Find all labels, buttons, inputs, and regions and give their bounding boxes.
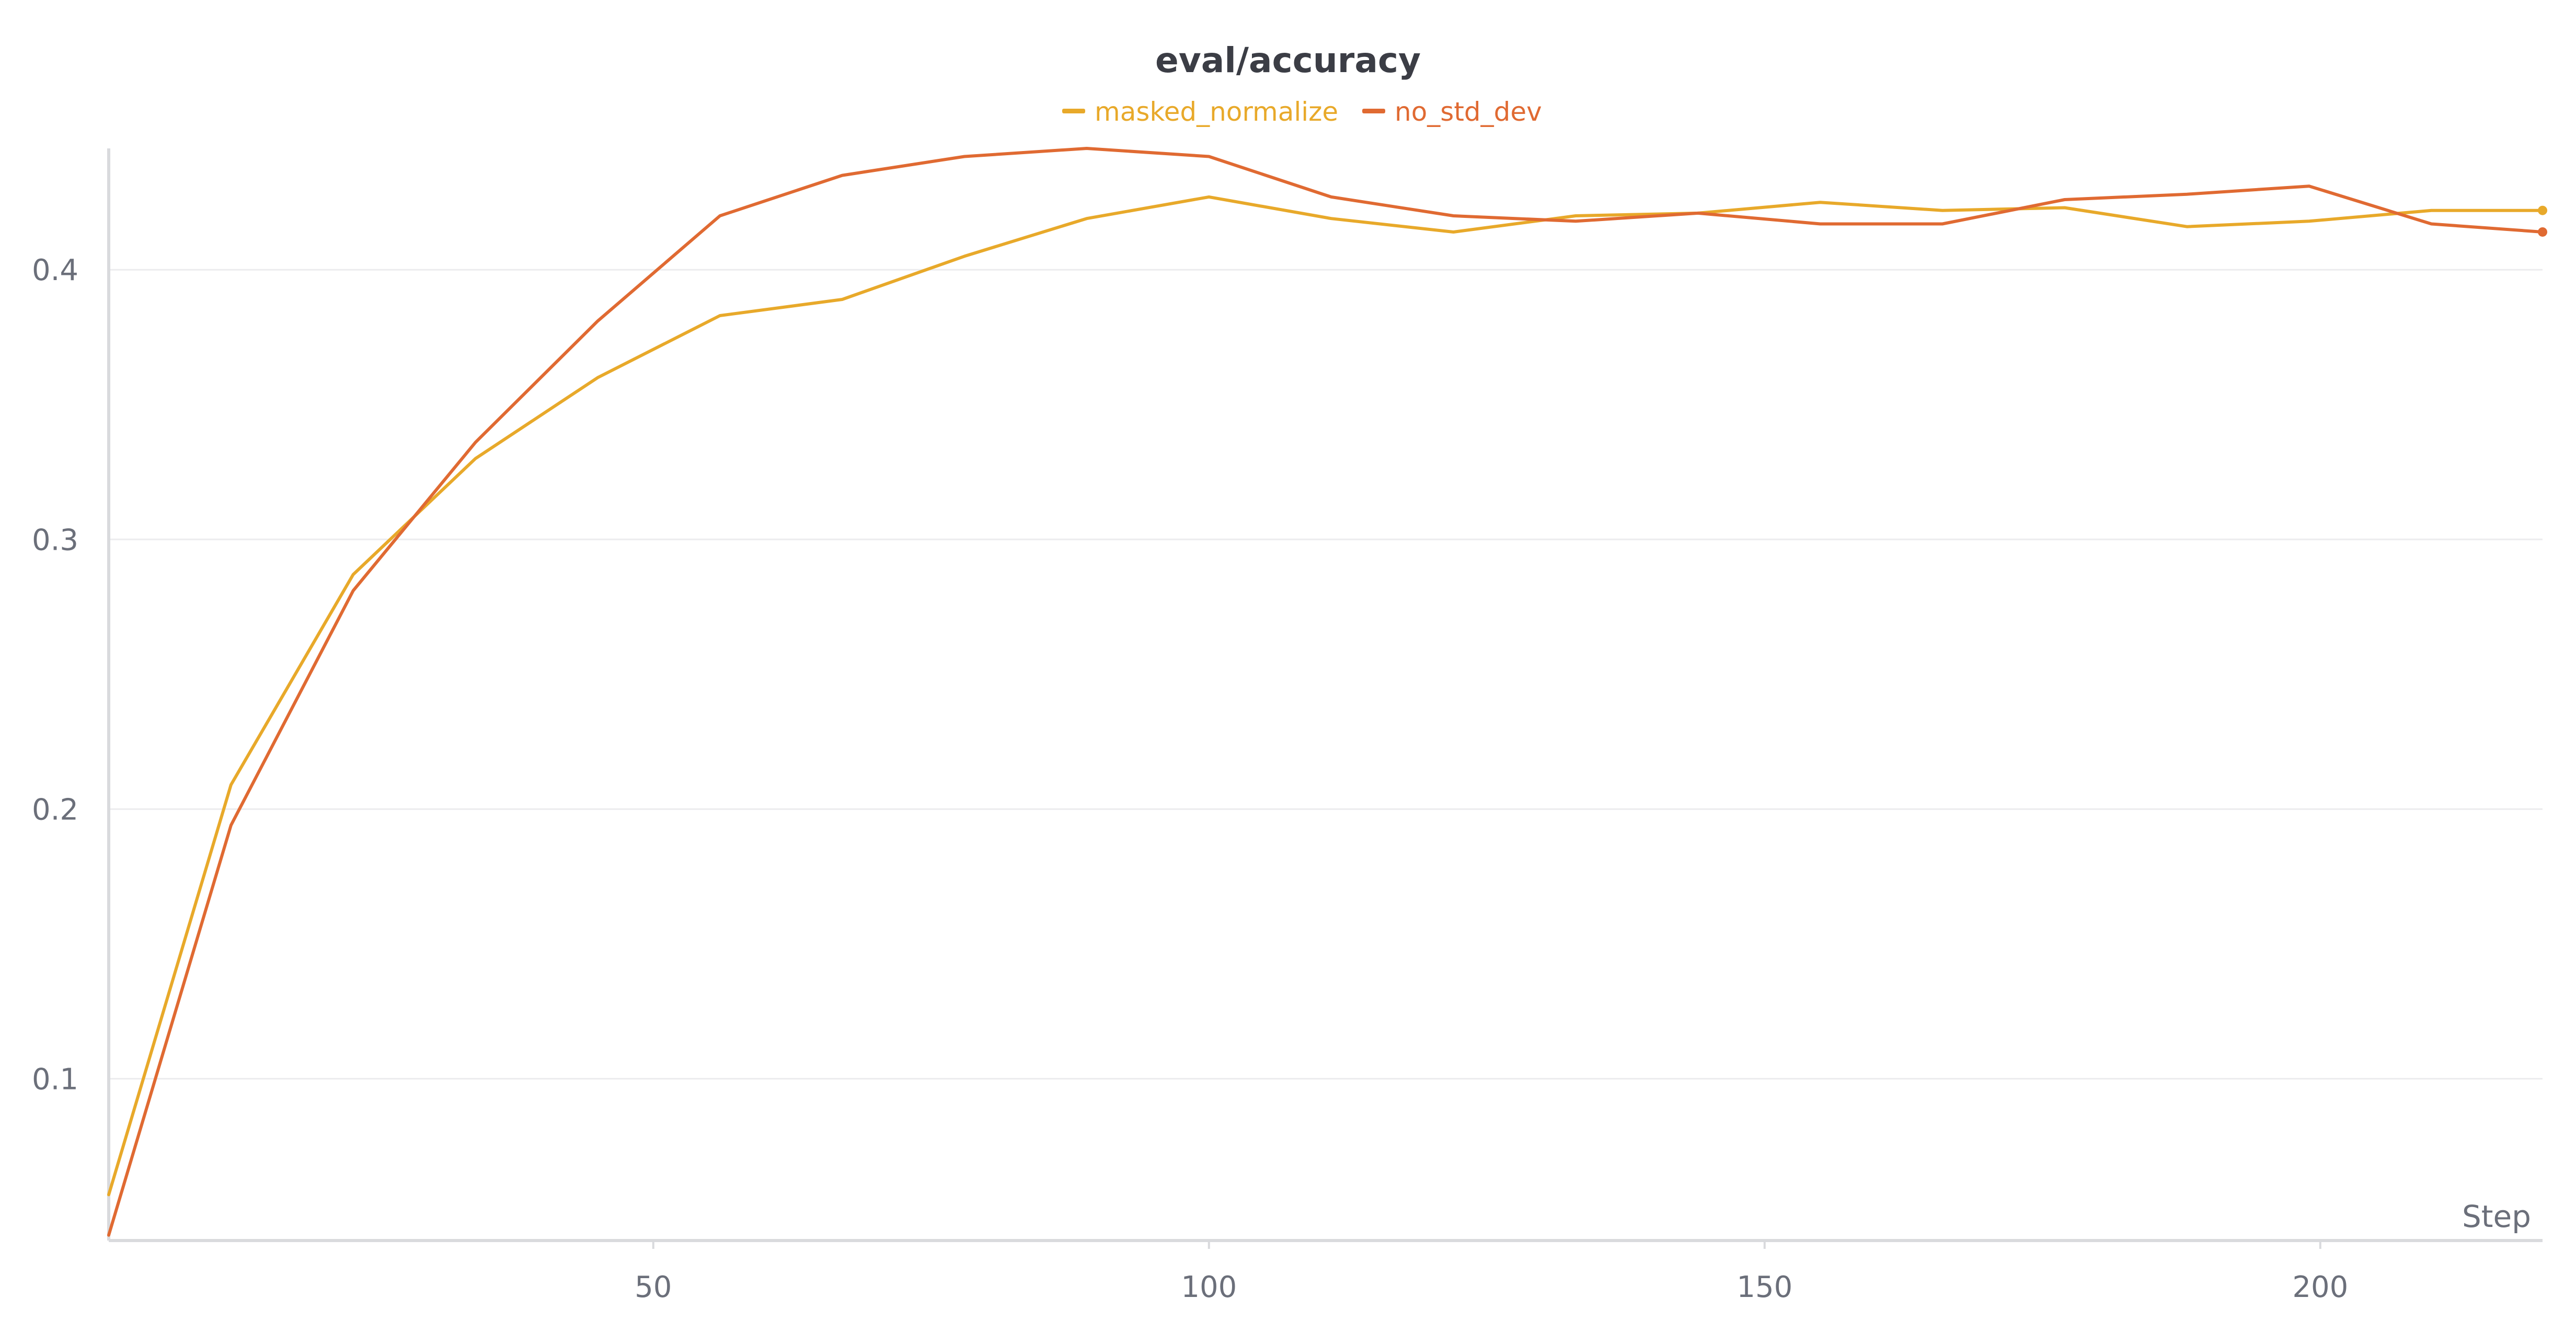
y-axis-ticks: 0.1 0.2 0.3 0.4 <box>32 253 78 1096</box>
data-point-masked-normalize <box>231 784 232 785</box>
data-point-no-std-dev <box>353 590 354 591</box>
data-point-no-std-dev <box>1575 221 1576 222</box>
legend: masked_normalize no_std_dev <box>1062 97 1542 127</box>
data-point-no-std-dev <box>1942 223 1943 224</box>
data-point-masked-normalize <box>719 315 720 316</box>
data-point-masked-normalize <box>1331 218 1332 219</box>
x-axis-ticks: 50 100 150 200 <box>635 1241 2348 1304</box>
data-point-no-std-dev <box>964 156 965 157</box>
data-point-masked-normalize <box>353 574 354 575</box>
data-point-masked-normalize <box>1086 218 1087 219</box>
data-point-no-std-dev <box>475 442 476 443</box>
axes <box>107 148 2543 1242</box>
legend-item-no-std-dev[interactable]: no_std_dev <box>1362 97 1542 127</box>
series-line-masked-normalize <box>107 195 2544 1197</box>
legend-swatch-masked-normalize <box>1062 109 1085 113</box>
series-line-no-std-dev <box>107 147 2544 1237</box>
x-axis-title: Step <box>2462 1199 2531 1234</box>
data-point-no-std-dev <box>2431 223 2432 224</box>
data-point-no-std-dev <box>719 215 720 216</box>
data-point-masked-normalize <box>1820 202 1821 203</box>
gridlines <box>109 269 2543 1080</box>
data-point-masked-normalize <box>2064 207 2065 208</box>
data-point-no-std-dev <box>1086 148 1087 149</box>
data-point-no-std-dev <box>2309 186 2310 187</box>
data-point-no-std-dev <box>597 320 598 321</box>
data-point-masked-normalize <box>1575 215 1576 216</box>
data-point-masked-normalize <box>2187 226 2188 227</box>
x-tick-label: 100 <box>1181 1270 1237 1304</box>
data-point-masked-normalize <box>2538 205 2547 215</box>
data-point-no-std-dev <box>1331 196 1332 198</box>
data-point-no-std-dev <box>842 175 843 176</box>
y-tick-label: 0.2 <box>32 793 78 827</box>
data-point-no-std-dev <box>2187 194 2188 195</box>
data-point-no-std-dev <box>1820 223 1821 224</box>
data-point-no-std-dev <box>1453 215 1454 216</box>
legend-label-masked-normalize: masked_normalize <box>1095 97 1338 127</box>
series-lines <box>107 147 2544 1237</box>
data-point-masked-normalize <box>842 299 843 300</box>
legend-swatch-no-std-dev <box>1362 109 1385 113</box>
y-tick-label: 0.3 <box>32 523 78 557</box>
y-tick-label: 0.4 <box>32 253 78 287</box>
data-point-no-std-dev <box>2538 227 2547 237</box>
legend-item-masked-normalize[interactable]: masked_normalize <box>1062 97 1338 127</box>
x-tick-label: 150 <box>1736 1270 1792 1304</box>
y-tick-label: 0.1 <box>32 1062 78 1096</box>
data-point-masked-normalize <box>475 458 476 459</box>
data-point-masked-normalize <box>2431 210 2432 211</box>
data-point-no-std-dev <box>108 1235 109 1236</box>
data-point-masked-normalize <box>108 1194 109 1195</box>
series-points <box>108 148 2547 1236</box>
chart-title: eval/accuracy <box>1155 40 1421 80</box>
data-point-masked-normalize <box>1453 231 1454 233</box>
data-point-no-std-dev <box>2064 199 2065 200</box>
legend-label-no-std-dev: no_std_dev <box>1395 97 1542 127</box>
data-point-masked-normalize <box>597 377 598 378</box>
data-point-masked-normalize <box>1209 196 1210 198</box>
data-point-no-std-dev <box>1209 156 1210 157</box>
data-point-no-std-dev <box>231 825 232 826</box>
data-point-no-std-dev <box>1697 213 1698 214</box>
x-tick-label: 50 <box>635 1270 672 1304</box>
x-tick-label: 200 <box>2292 1270 2348 1304</box>
data-point-masked-normalize <box>2309 221 2310 222</box>
data-point-masked-normalize <box>964 256 965 257</box>
data-point-masked-normalize <box>1942 210 1943 211</box>
